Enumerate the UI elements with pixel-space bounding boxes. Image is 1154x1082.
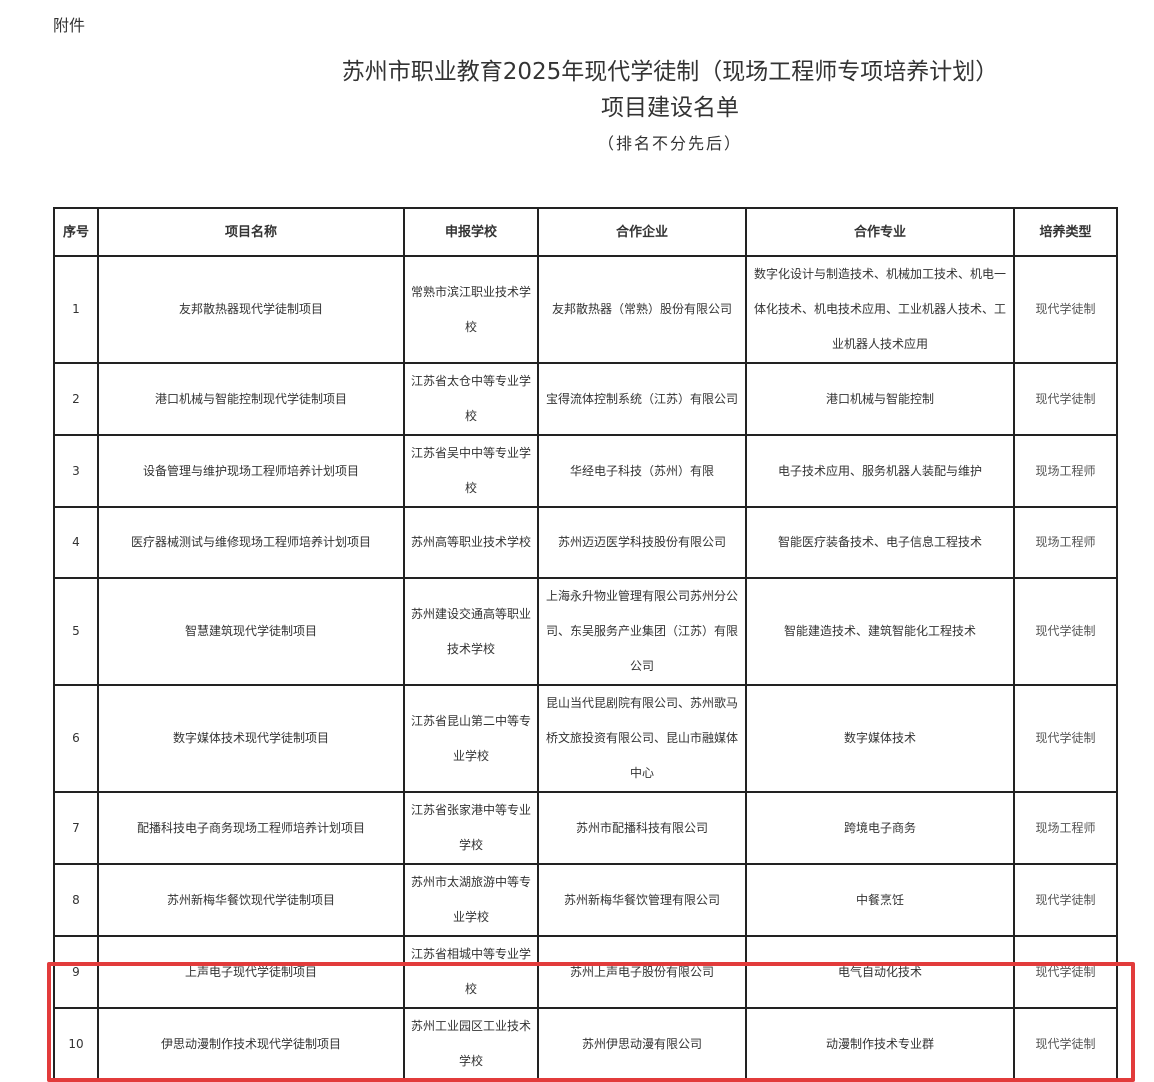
cell-project: 港口机械与智能控制现代学徒制项目 bbox=[97, 362, 405, 436]
cell-company: 昆山当代昆剧院有限公司、苏州歌马桥文旅投资有限公司、昆山市融媒体中心 bbox=[537, 684, 747, 793]
table-row: 5 智慧建筑现代学徒制项目 苏州建设交通高等职业技术学校 上海永升物业管理有限公司苏州… bbox=[53, 577, 1118, 686]
cell-seq: 9 bbox=[53, 935, 99, 1009]
cell-seq: 2 bbox=[53, 362, 99, 436]
cell-school: 苏州工业园区工业技术学校 bbox=[403, 1007, 539, 1081]
cell-school: 常熟市滨江职业技术学校 bbox=[403, 255, 539, 364]
cell-project: 友邦散热器现代学徒制项目 bbox=[97, 255, 405, 364]
cell-type: 现代学徒制 bbox=[1013, 577, 1118, 686]
table-row: 9 上声电子现代学徒制项目 江苏省相城中等专业学校 苏州上声电子股份有限公司 电气自动化… bbox=[53, 935, 1118, 1009]
header-school: 申报学校 bbox=[403, 207, 539, 257]
table-row: 2 港口机械与智能控制现代学徒制项目 江苏省太仓中等专业学校 宝得流体控制系统（江苏）… bbox=[53, 362, 1118, 436]
cell-school: 江苏省吴中中等专业学校 bbox=[403, 434, 539, 508]
cell-project: 智慧建筑现代学徒制项目 bbox=[97, 577, 405, 686]
table-row: 8 苏州新梅华餐饮现代学徒制项目 苏州市太湖旅游中等专业学校 苏州新梅华餐饮管理有限公… bbox=[53, 863, 1118, 937]
cell-seq: 5 bbox=[53, 577, 99, 686]
cell-project: 设备管理与维护现场工程师培养计划项目 bbox=[97, 434, 405, 508]
table-header-row: 序号 项目名称 申报学校 合作企业 合作专业 培养类型 bbox=[53, 207, 1118, 257]
cell-major: 数字媒体技术 bbox=[745, 684, 1015, 793]
highlight-box bbox=[47, 962, 1135, 1082]
cell-project: 配播科技电子商务现场工程师培养计划项目 bbox=[97, 791, 405, 865]
cell-major: 智能建造技术、建筑智能化工程技术 bbox=[745, 577, 1015, 686]
table-row: 7 配播科技电子商务现场工程师培养计划项目 江苏省张家港中等专业学校 苏州市配播科技有… bbox=[53, 791, 1118, 865]
header-type: 培养类型 bbox=[1013, 207, 1118, 257]
cell-major: 动漫制作技术专业群 bbox=[745, 1007, 1015, 1081]
cell-type: 现场工程师 bbox=[1013, 434, 1118, 508]
cell-type: 现代学徒制 bbox=[1013, 935, 1118, 1009]
cell-major: 中餐烹饪 bbox=[745, 863, 1015, 937]
cell-major: 数字化设计与制造技术、机械加工技术、机电一体化技术、机电技术应用、工业机器人技术… bbox=[745, 255, 1015, 364]
cell-major: 电子技术应用、服务机器人装配与维护 bbox=[745, 434, 1015, 508]
cell-school: 江苏省张家港中等专业学校 bbox=[403, 791, 539, 865]
table-row: 3 设备管理与维护现场工程师培养计划项目 江苏省吴中中等专业学校 华经电子科技（苏州）… bbox=[53, 434, 1118, 508]
cell-company: 宝得流体控制系统（江苏）有限公司 bbox=[537, 362, 747, 436]
cell-school: 江苏省相城中等专业学校 bbox=[403, 935, 539, 1009]
cell-company: 苏州市配播科技有限公司 bbox=[537, 791, 747, 865]
cell-company: 苏州新梅华餐饮管理有限公司 bbox=[537, 863, 747, 937]
cell-company: 苏州伊思动漫有限公司 bbox=[537, 1007, 747, 1081]
project-list-table: 序号 项目名称 申报学校 合作企业 合作专业 培养类型 1 友邦散热器现代学徒制项… bbox=[53, 207, 1118, 1081]
cell-school: 苏州建设交通高等职业技术学校 bbox=[403, 577, 539, 686]
table-row: 4 医疗器械测试与维修现场工程师培养计划项目 苏州高等职业技术学校 苏州迈迈医学科技股… bbox=[53, 506, 1118, 579]
cell-type: 现代学徒制 bbox=[1013, 362, 1118, 436]
ranking-note: （排名不分先后） bbox=[597, 134, 742, 153]
document-title: 苏州市职业教育2025年现代学徒制（现场工程师专项培养计划） bbox=[341, 59, 999, 85]
cell-school: 苏州高等职业技术学校 bbox=[403, 506, 539, 579]
cell-seq: 1 bbox=[53, 255, 99, 364]
cell-type: 现代学徒制 bbox=[1013, 684, 1118, 793]
header-major: 合作专业 bbox=[745, 207, 1015, 257]
header-seq: 序号 bbox=[53, 207, 99, 257]
cell-seq: 4 bbox=[53, 506, 99, 579]
cell-seq: 6 bbox=[53, 684, 99, 793]
header-project: 项目名称 bbox=[97, 207, 405, 257]
cell-seq: 7 bbox=[53, 791, 99, 865]
cell-major: 智能医疗装备技术、电子信息工程技术 bbox=[745, 506, 1015, 579]
attachment-label: 附件 bbox=[53, 16, 86, 35]
cell-seq: 10 bbox=[53, 1007, 99, 1081]
cell-type: 现场工程师 bbox=[1013, 791, 1118, 865]
cell-school: 江苏省太仓中等专业学校 bbox=[403, 362, 539, 436]
cell-type: 现场工程师 bbox=[1013, 506, 1118, 579]
header-company: 合作企业 bbox=[537, 207, 747, 257]
cell-major: 电气自动化技术 bbox=[745, 935, 1015, 1009]
cell-type: 现代学徒制 bbox=[1013, 863, 1118, 937]
cell-school: 苏州市太湖旅游中等专业学校 bbox=[403, 863, 539, 937]
cell-major: 港口机械与智能控制 bbox=[745, 362, 1015, 436]
cell-project: 医疗器械测试与维修现场工程师培养计划项目 bbox=[97, 506, 405, 579]
cell-company: 华经电子科技（苏州）有限 bbox=[537, 434, 747, 508]
cell-type: 现代学徒制 bbox=[1013, 1007, 1118, 1081]
cell-seq: 8 bbox=[53, 863, 99, 937]
cell-type: 现代学徒制 bbox=[1013, 255, 1118, 364]
cell-project: 数字媒体技术现代学徒制项目 bbox=[97, 684, 405, 793]
cell-company: 苏州上声电子股份有限公司 bbox=[537, 935, 747, 1009]
cell-project: 上声电子现代学徒制项目 bbox=[97, 935, 405, 1009]
cell-company: 友邦散热器（常熟）股份有限公司 bbox=[537, 255, 747, 364]
table-row: 6 数字媒体技术现代学徒制项目 江苏省昆山第二中等专业学校 昆山当代昆剧院有限公司、苏… bbox=[53, 684, 1118, 793]
cell-seq: 3 bbox=[53, 434, 99, 508]
cell-project: 苏州新梅华餐饮现代学徒制项目 bbox=[97, 863, 405, 937]
table-row: 10 伊思动漫制作技术现代学徒制项目 苏州工业园区工业技术学校 苏州伊思动漫有限公司动… bbox=[53, 1007, 1118, 1081]
table-row: 1 友邦散热器现代学徒制项目 常熟市滨江职业技术学校 友邦散热器（常熟）股份有限公司数… bbox=[53, 255, 1118, 364]
cell-company: 上海永升物业管理有限公司苏州分公司、东吴服务产业集团（江苏）有限公司 bbox=[537, 577, 747, 686]
cell-company: 苏州迈迈医学科技股份有限公司 bbox=[537, 506, 747, 579]
cell-project: 伊思动漫制作技术现代学徒制项目 bbox=[97, 1007, 405, 1081]
document-subtitle: 项目建设名单 bbox=[601, 95, 739, 121]
cell-major: 跨境电子商务 bbox=[745, 791, 1015, 865]
cell-school: 江苏省昆山第二中等专业学校 bbox=[403, 684, 539, 793]
